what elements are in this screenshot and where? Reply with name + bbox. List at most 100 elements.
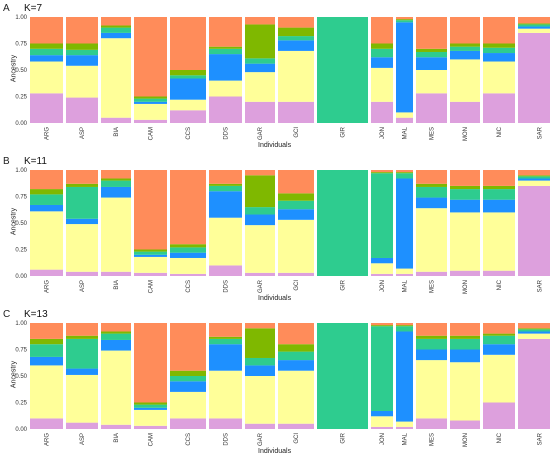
x-tick-label: MES — [430, 280, 436, 293]
ancestry-segment — [483, 93, 515, 123]
ancestry-segment — [450, 335, 480, 339]
population-block-cam — [134, 323, 167, 429]
ancestry-segment — [450, 170, 480, 186]
x-tick-label: CAM — [149, 280, 155, 293]
population-block-gar — [245, 170, 275, 276]
ancestry-segment — [134, 402, 167, 405]
ancestry-segment — [209, 17, 242, 47]
ancestry-segment — [101, 38, 131, 118]
panel-a: A K=7 Ancestry Individuals 0.00 0.25 0.50 0… — [0, 0, 550, 153]
ancestry-segment — [396, 325, 413, 327]
ancestry-segment — [396, 268, 413, 274]
ancestry-segment — [30, 48, 63, 56]
ancestry-segment — [483, 333, 515, 336]
x-axis-label: Individuals — [258, 295, 292, 302]
ancestry-segment — [209, 370, 242, 419]
ancestry-segment — [101, 27, 131, 33]
x-tick-label: NIC — [497, 279, 503, 290]
ancestry-segment — [483, 212, 515, 271]
ancestry-segment — [66, 43, 98, 50]
ancestry-segment — [450, 338, 480, 350]
ancestry-segment — [245, 17, 275, 25]
population-block-mal — [396, 17, 413, 123]
ancestry-segment — [30, 189, 63, 195]
population-block-ccs — [170, 170, 206, 276]
ancestry-segment — [371, 416, 393, 427]
ancestry-segment — [396, 172, 413, 174]
ancestry-segment — [170, 323, 206, 371]
x-tick-label: MES — [430, 127, 436, 140]
ancestry-segment — [450, 270, 480, 276]
x-tick-label: DDS — [224, 127, 230, 140]
ancestry-segment — [209, 338, 242, 345]
x-tick-label: MAL — [403, 126, 409, 139]
population-block-gar — [245, 323, 275, 429]
ancestry-segment — [30, 17, 63, 44]
ancestry-segment — [209, 323, 242, 337]
ancestry-segment — [66, 97, 98, 123]
ancestry-segment — [134, 249, 167, 252]
ancestry-segment — [101, 333, 131, 340]
population-block-arg — [30, 17, 63, 123]
ancestry-segment — [518, 170, 550, 176]
ancestry-segment — [518, 176, 550, 179]
x-tick-label: SAR — [538, 432, 544, 445]
ancestry-segment — [170, 370, 206, 376]
ancestry-segment — [416, 57, 447, 70]
population-block-bia — [101, 323, 131, 429]
ancestry-segment — [245, 365, 275, 376]
ancestry-segment — [101, 170, 131, 179]
ancestry-segment — [278, 36, 314, 41]
population-block-cam — [134, 17, 167, 123]
y-tick-label: 0.50 — [15, 68, 27, 74]
population-block-arg — [30, 323, 63, 429]
ancestry-segment — [134, 103, 167, 120]
ancestry-segment — [30, 356, 63, 366]
ancestry-segment — [518, 331, 550, 334]
ancestry-segment — [483, 189, 515, 200]
x-tick-label: ARG — [45, 127, 51, 140]
ancestry-segment — [371, 257, 393, 264]
ancestry-segment — [66, 49, 98, 56]
ancestry-segment — [245, 170, 275, 176]
y-tick-label: 0.25 — [15, 95, 27, 101]
x-tick-label: ARG — [45, 433, 51, 446]
ancestry-segment — [101, 32, 131, 39]
y-tick-label: 0.00 — [15, 121, 27, 127]
panel-letter: A — [3, 3, 10, 14]
ancestry-segment — [396, 22, 413, 113]
population-block-mon — [450, 323, 480, 429]
x-tick-label: DDS — [224, 280, 230, 293]
ancestry-segment — [483, 53, 515, 62]
ancestry-segment — [170, 273, 206, 276]
ancestry-segment — [170, 70, 206, 76]
ancestry-segment — [66, 335, 98, 339]
ancestry-segment — [30, 365, 63, 419]
x-tick-label: ASP — [80, 280, 86, 292]
ancestry-segment — [450, 362, 480, 421]
y-tick-label: 0.75 — [15, 348, 27, 354]
ancestry-segment — [416, 70, 447, 94]
x-tick-label: JON — [380, 280, 386, 292]
ancestry-segment — [396, 426, 413, 429]
x-tick-label: GAR — [258, 432, 264, 446]
ancestry-segment — [483, 17, 515, 44]
ancestry-segment — [209, 185, 242, 192]
ancestry-segment — [518, 180, 550, 186]
ancestry-segment — [101, 25, 131, 28]
ancestry-segment — [30, 344, 63, 357]
ancestry-segment — [416, 271, 447, 276]
population-block-nic — [483, 170, 515, 276]
ancestry-segment — [416, 335, 447, 339]
ancestry-segment — [278, 200, 314, 210]
ancestry-segment — [371, 273, 393, 276]
ancestry-segment — [101, 424, 131, 429]
ancestry-segment — [30, 323, 63, 339]
ancestry-segment — [245, 24, 275, 59]
y-tick-label: 0.75 — [15, 195, 27, 201]
ancestry-segment — [396, 421, 413, 427]
population-block-asp — [66, 17, 98, 123]
ancestry-segment — [371, 43, 393, 49]
ancestry-segment — [450, 101, 480, 123]
y-tick-label: 0.25 — [15, 248, 27, 254]
